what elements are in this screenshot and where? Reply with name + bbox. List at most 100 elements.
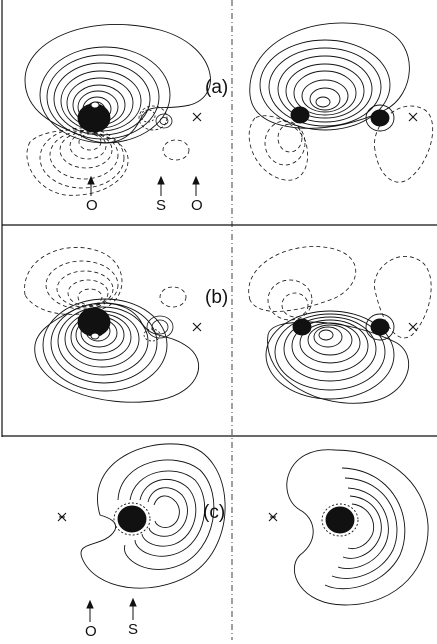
contour-line: [154, 496, 179, 528]
contour-line: [314, 327, 342, 347]
contour-line: [144, 329, 160, 341]
contour-line: [308, 325, 352, 355]
contour-line: [265, 121, 305, 165]
contour-line: [163, 140, 189, 160]
panel-b-left-positive-lobe: [35, 299, 199, 402]
panel-a-left-positive-lobe: [25, 24, 210, 143]
contour-line: [286, 64, 364, 118]
contour-line: [322, 504, 358, 536]
panel-c-left-sulfur-core: [118, 506, 146, 532]
contour-line: [43, 299, 167, 391]
atom-position-marker: [58, 513, 66, 521]
contour-line: [371, 319, 389, 335]
contour-line: [60, 132, 112, 168]
contour-line: [147, 316, 173, 338]
contour-line: [366, 314, 394, 340]
panel-b: [25, 247, 432, 404]
contour-line: [287, 450, 428, 605]
contour-line: [282, 293, 308, 317]
contour-line: [275, 314, 385, 390]
panel-label-b: (b): [205, 287, 229, 308]
contour-line: [25, 24, 210, 142]
contour-line: [156, 114, 172, 128]
panel-c-right-sulfur-core: [326, 507, 354, 533]
contour-line: [79, 134, 101, 150]
panel-b-left-sulfur-contours: [144, 287, 186, 341]
contour-line: [40, 128, 124, 188]
panel-b-left-core: [78, 308, 110, 336]
contour-line: [140, 479, 196, 546]
contour-line: [27, 130, 128, 195]
contour-line: [50, 131, 118, 179]
panel-c: [58, 444, 428, 622]
contour-line: [316, 97, 330, 107]
arrow-head: [130, 599, 136, 606]
atom-position-marker: [269, 513, 277, 521]
arrow-head: [193, 177, 199, 184]
panel-a-atom-arrows: [88, 177, 199, 196]
contour-line: [319, 330, 333, 340]
contour-line: [46, 261, 118, 309]
atom-label-c-sulfur: S: [128, 621, 139, 638]
contour-line: [366, 105, 394, 131]
contour-line: [148, 488, 187, 537]
contour-line: [57, 271, 113, 307]
panel-a-left-negative-lobe: [27, 128, 128, 195]
panel-a: [25, 23, 433, 196]
contour-line: [25, 247, 122, 314]
contour-line: [250, 23, 410, 128]
panel-b-left-core-hole: [91, 333, 99, 339]
atom-position-marker: [409, 113, 417, 121]
atom-position-marker: [409, 323, 417, 331]
panel-label-c: (c): [203, 502, 226, 523]
arrow-head: [158, 177, 164, 184]
contour-line: [332, 478, 397, 578]
contour-line: [260, 40, 390, 130]
contour-line: [81, 444, 225, 588]
atom-label-a-sulfur: S: [156, 197, 167, 214]
panel-label-a: (a): [205, 77, 229, 98]
panel-a-right-negative-lobes: [249, 106, 433, 182]
arrow-head: [88, 177, 94, 184]
contour-line: [325, 468, 405, 589]
contour-line: [294, 71, 356, 115]
contour-line: [302, 80, 348, 112]
atom-label-a-oxygen-left: O: [86, 197, 98, 214]
atom-position-marker: [193, 323, 201, 331]
contour-line: [266, 311, 394, 399]
contour-line: [284, 317, 376, 381]
contour-line: [343, 496, 381, 558]
atom-position-marker: [193, 113, 201, 121]
panel-c-right-contours: [287, 450, 428, 605]
contour-line: [291, 107, 309, 123]
contour-line: [141, 110, 155, 122]
contour-line: [78, 289, 102, 305]
contour-line: [114, 503, 150, 535]
contour-line: [70, 133, 106, 159]
contour-line: [310, 88, 340, 110]
panel-b-right-sulfur-core: [293, 314, 394, 340]
contour-line: [348, 504, 374, 549]
panel-a-left-sulfur-contours: [139, 106, 189, 160]
panel-b-left-negative-lobe: [25, 247, 122, 314]
contour-line: [118, 460, 214, 569]
contour-line: [160, 118, 168, 125]
contour-line: [338, 488, 388, 569]
contour-line: [268, 280, 312, 320]
contour-line: [35, 303, 199, 402]
contour-line: [293, 319, 311, 335]
panel-a-right-sulfur-core: [291, 105, 394, 131]
contour-line: [269, 48, 381, 126]
contour-line: [58, 307, 148, 375]
contour-line: [371, 110, 389, 126]
panel-a-right-positive-lobe: [250, 23, 410, 130]
atom-label-c-oxygen: O: [85, 623, 97, 640]
panel-c-atom-arrows: [87, 599, 136, 622]
contour-line: [278, 124, 302, 152]
arrow-head: [87, 601, 93, 608]
panel-c-left-contours: [81, 444, 225, 588]
contour-line: [68, 280, 108, 306]
contour-line: [249, 247, 356, 312]
